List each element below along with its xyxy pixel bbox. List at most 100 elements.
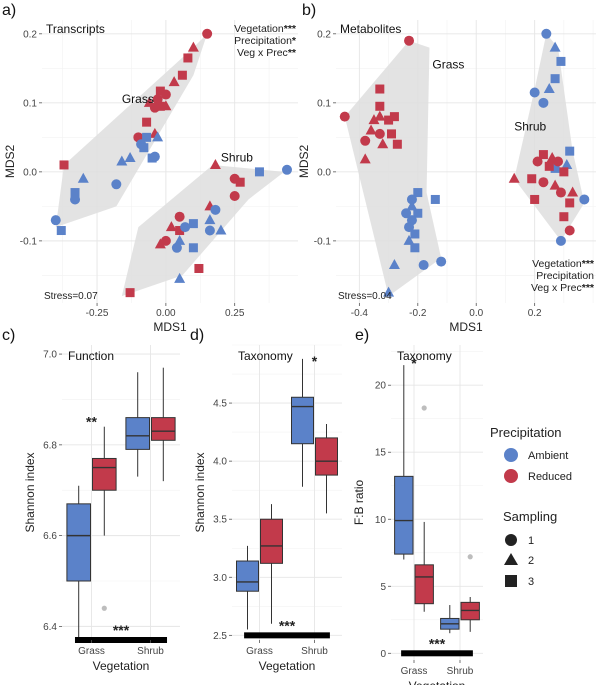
data-point <box>160 100 172 111</box>
panel-title: Transcripts <box>46 22 105 36</box>
data-point <box>579 194 590 205</box>
panel-label-d: d) <box>190 327 204 344</box>
y-tick-label: 0.2 <box>317 29 331 40</box>
y-tick-label: 0.1 <box>317 98 331 109</box>
data-point <box>374 128 385 139</box>
data-point <box>124 152 136 163</box>
data-point <box>359 153 371 164</box>
data-point <box>527 174 537 184</box>
data-point <box>538 97 549 108</box>
stat-line: Veg x Prec** <box>237 47 297 59</box>
panel-title: Metabolites <box>340 22 401 36</box>
data-point <box>529 87 540 98</box>
data-point <box>559 212 569 222</box>
data-point <box>149 102 160 113</box>
x-tick-label: -0.4 <box>351 308 369 319</box>
x-tick-label: Shrub <box>447 666 474 677</box>
y-axis-title: MDS2 <box>297 145 311 179</box>
data-point <box>215 224 227 235</box>
data-point <box>413 188 423 198</box>
group-label: Grass <box>122 92 154 106</box>
box <box>92 457 117 491</box>
panel-title: Taxonomy <box>397 349 452 363</box>
data-point <box>413 208 423 218</box>
data-point <box>430 194 440 204</box>
data-point <box>403 234 415 245</box>
legend-sampling-2-key <box>504 553 518 565</box>
data-point <box>204 225 215 236</box>
y-tick-label: 6.6 <box>43 531 57 542</box>
y-axis-title: F:B ratio <box>352 480 366 526</box>
outlier-point <box>101 605 107 611</box>
y-tick-label: 0.2 <box>23 29 37 40</box>
data-point <box>149 151 160 162</box>
y-tick-label: 4.0 <box>213 457 227 468</box>
x-tick-label: Grass <box>246 646 273 657</box>
data-point <box>567 186 579 197</box>
box <box>394 475 414 555</box>
group-label: Grass <box>432 57 464 71</box>
data-point <box>550 74 560 84</box>
stress-label: Stress=0.04 <box>338 291 392 302</box>
y-axis-title: Shannon index <box>23 452 37 532</box>
legend: Precipitation Ambient Reduced Sampling 1… <box>490 425 572 588</box>
y-tick-label: 6.4 <box>43 622 57 633</box>
group-label: Shrub <box>514 119 546 133</box>
data-point <box>188 219 198 229</box>
y-tick-label: 20 <box>375 381 387 392</box>
data-point <box>174 234 186 245</box>
hull-0 <box>55 33 208 228</box>
data-point <box>550 163 560 173</box>
data-point <box>229 191 240 202</box>
y-tick-label: 5 <box>380 582 386 593</box>
data-point <box>56 226 66 236</box>
x-tick-label: Shrub <box>137 646 164 657</box>
y-tick-label: 0.1 <box>23 98 37 109</box>
x-axis-title: MDS1 <box>153 320 187 334</box>
y-tick-label: 0.0 <box>317 167 331 178</box>
data-point <box>365 124 377 135</box>
data-point <box>410 229 420 239</box>
data-point <box>555 235 566 246</box>
box <box>236 560 259 592</box>
data-point <box>165 221 177 232</box>
data-point <box>565 198 575 208</box>
box <box>414 564 434 605</box>
data-point <box>368 114 380 125</box>
outlier-point <box>467 554 473 560</box>
data-point <box>142 132 152 142</box>
panel-label-a: a) <box>2 2 16 19</box>
legend-sampling-3-label: 3 <box>528 576 534 588</box>
stat-line: Precipitation <box>536 270 594 282</box>
y-tick-label: 4.5 <box>213 399 227 410</box>
significance-bar <box>244 632 330 639</box>
significance-bar <box>74 637 168 643</box>
legend-reduced-key <box>504 469 518 483</box>
data-point <box>565 146 575 156</box>
significance-bar <box>401 650 473 657</box>
data-point <box>77 172 89 183</box>
data-point <box>383 286 395 297</box>
y-tick-label: 3.0 <box>213 573 227 584</box>
data-point <box>410 243 420 253</box>
data-point <box>374 110 386 121</box>
box <box>291 396 314 445</box>
data-point <box>401 208 412 219</box>
y-tick-label: 15 <box>375 448 387 459</box>
y-tick-label: 6.8 <box>43 440 57 451</box>
data-point <box>50 215 61 226</box>
data-point <box>187 41 199 52</box>
data-point <box>384 115 394 125</box>
hull-1 <box>514 33 585 241</box>
data-point <box>418 260 429 271</box>
data-point <box>139 143 149 153</box>
stat-line: Vegetation*** <box>234 23 297 35</box>
data-point <box>171 242 182 253</box>
significance-bar-label: *** <box>113 622 130 638</box>
y-tick-label: 7.0 <box>43 350 57 361</box>
data-point <box>202 28 213 39</box>
data-point <box>508 172 520 183</box>
y-tick-label: 0 <box>380 649 386 660</box>
data-point <box>360 135 371 146</box>
